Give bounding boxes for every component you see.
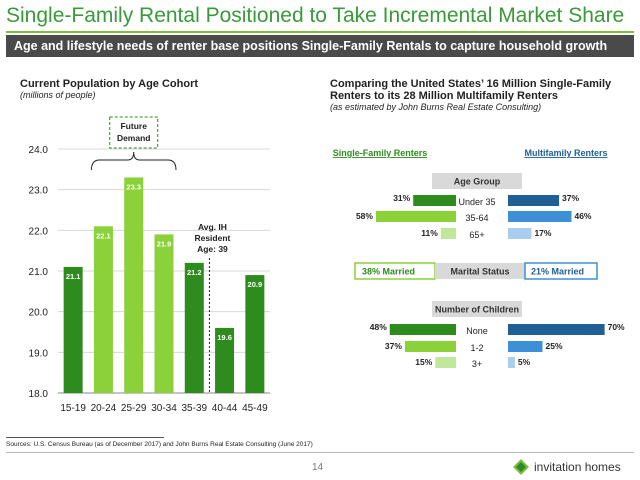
page-number: 14 [312, 462, 324, 473]
future-demand-box [109, 116, 159, 149]
future-demand-label: Demand [117, 133, 151, 143]
x-tick-label: 15-19 [60, 403, 86, 414]
bar [184, 262, 204, 393]
subtitle-banner: Age and lifestyle needs of renter base p… [6, 35, 634, 57]
bar [93, 226, 113, 393]
y-tick-label: 19.0 [29, 348, 49, 359]
bar-value-label: 22.1 [96, 231, 111, 240]
sf-married-label: 38% Married [362, 267, 415, 277]
title-divider [6, 31, 634, 33]
sf-bar [413, 195, 456, 206]
category-label: 3+ [472, 359, 482, 369]
section-header-box [432, 173, 522, 189]
page-title: Single-Family Rental Positioned to Take … [6, 4, 625, 27]
mf-married-label: 21% Married [531, 267, 584, 277]
sf-value-label: 37% [385, 341, 402, 351]
section-header-box [435, 263, 525, 279]
sf-bar [389, 324, 456, 335]
sf-value-label: 48% [370, 322, 387, 332]
x-tick-label: 40-44 [212, 403, 238, 414]
y-tick-label: 24.0 [29, 145, 49, 156]
future-demand-label: Future [120, 121, 147, 131]
y-tick-label: 20.0 [29, 308, 49, 319]
category-label: 65+ [469, 230, 484, 240]
bar [215, 327, 235, 393]
mf-bar [508, 211, 572, 222]
mf-bar [508, 357, 515, 368]
mf-value-label: 17% [534, 228, 551, 238]
avg-resident-age-label: Age: 39 [197, 244, 228, 254]
mf-value-label: 37% [562, 193, 579, 203]
category-label: Under 35 [458, 197, 495, 207]
sf-bar [440, 228, 456, 239]
bar-value-label: 19.6 [217, 333, 232, 342]
bar [124, 177, 144, 393]
left-chart-title: Current Population by Age Cohort [20, 78, 199, 90]
mf-bar [508, 324, 605, 335]
mf-bar [508, 195, 560, 206]
category-label: None [466, 326, 488, 336]
x-tick-label: 30-34 [151, 403, 177, 414]
x-tick-label: 25-29 [121, 403, 147, 414]
mf-value-label: 70% [608, 322, 625, 332]
invitation-homes-logo-icon [513, 459, 529, 475]
x-tick-label: 45-49 [242, 403, 268, 414]
y-tick-label: 18.0 [29, 389, 49, 400]
future-demand-brace [90, 151, 177, 171]
sf-value-label: 31% [393, 193, 410, 203]
sources-note: Sources: U.S. Census Bureau (as of Decem… [6, 441, 313, 448]
section-header-label: Number of Children [435, 305, 519, 315]
sf-value-label: 15% [415, 357, 432, 367]
multifamily-header: Multifamily Renters [524, 148, 607, 158]
mf-married-box [524, 262, 598, 280]
mf-bar [508, 228, 532, 239]
single-family-header: Single-Family Renters [333, 148, 428, 158]
right-chart-subtitle: (as estimated by John Burns Real Estate … [330, 102, 542, 112]
y-tick-label: 23.0 [29, 186, 49, 197]
x-tick-label: 20-24 [91, 403, 117, 414]
sf-value-label: 11% [421, 228, 438, 238]
right-chart-title: Comparing the United States’ 16 Million … [330, 78, 612, 102]
bar [154, 234, 174, 393]
bar-value-label: 23.3 [126, 182, 141, 191]
sf-bar [404, 341, 456, 352]
section-header-label: Age Group [454, 177, 501, 187]
category-label: 35-64 [465, 213, 488, 223]
avg-resident-age-label: Avg. IH [198, 222, 227, 232]
sf-bar [435, 357, 456, 368]
bar-value-label: 21.9 [157, 239, 172, 248]
avg-resident-age-label: Resident [194, 233, 230, 243]
section-header-box [432, 301, 522, 317]
sources-divider [6, 437, 164, 438]
left-chart-subtitle: (millions of people) [20, 90, 96, 100]
mf-value-label: 25% [546, 341, 563, 351]
y-tick-label: 21.0 [29, 267, 49, 278]
mf-value-label: 46% [574, 211, 591, 221]
bar-value-label: 21.1 [66, 272, 81, 281]
x-tick-label: 35-39 [181, 403, 207, 414]
y-tick-label: 22.0 [29, 226, 49, 237]
bar [63, 266, 83, 393]
bar-value-label: 20.9 [248, 280, 263, 289]
category-label: 1-2 [470, 343, 483, 353]
logo-text: invitation homes [534, 460, 621, 474]
mf-value-label: 5% [518, 357, 531, 367]
bar-value-label: 21.2 [187, 268, 202, 277]
bar [245, 275, 265, 393]
sf-value-label: 58% [356, 211, 373, 221]
section-header-label: Marital Status [450, 267, 509, 277]
footer-divider [6, 452, 634, 453]
invitation-homes-logo: invitation homes [512, 458, 621, 476]
sf-bar [375, 211, 456, 222]
mf-bar [508, 341, 543, 352]
